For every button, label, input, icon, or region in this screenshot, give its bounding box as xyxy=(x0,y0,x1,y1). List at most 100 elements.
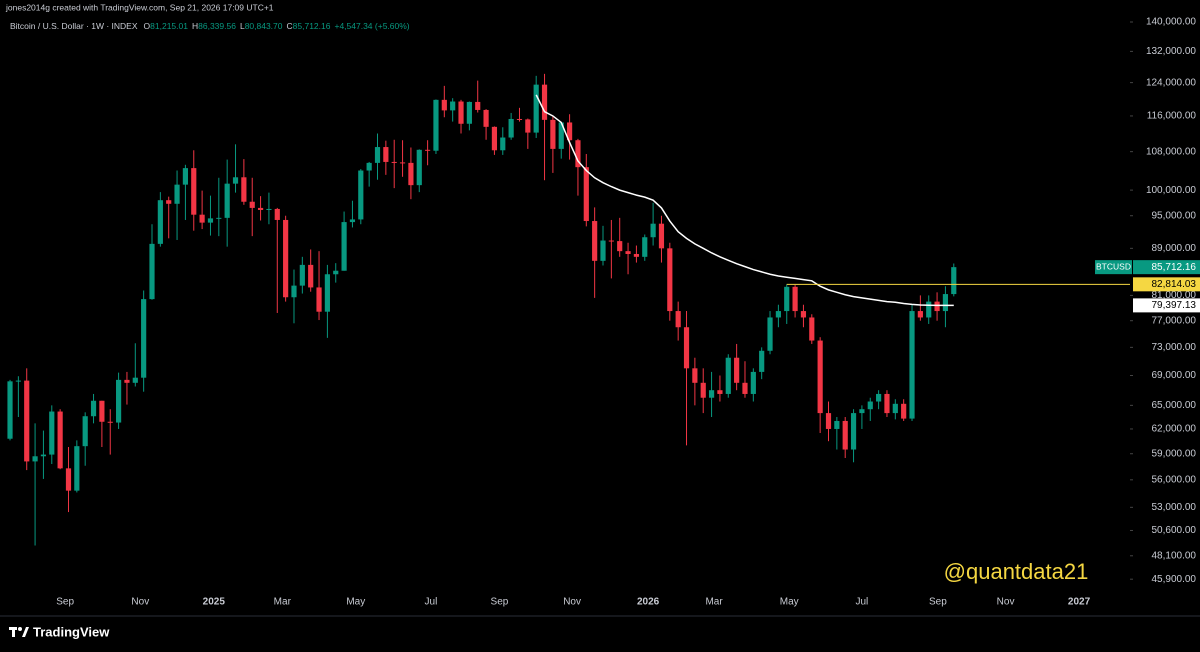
candle-body xyxy=(583,167,589,222)
x-tick-label: 2027 xyxy=(1068,597,1091,608)
candle-body xyxy=(149,243,155,300)
y-tick-label: 56,000.00 xyxy=(1152,474,1197,485)
candle-body xyxy=(266,208,272,210)
symbol-tag xyxy=(1095,260,1132,275)
candle-body xyxy=(667,248,673,312)
logo-shape xyxy=(18,627,22,631)
moving-average xyxy=(535,94,954,307)
candle-body xyxy=(625,251,631,254)
candle-body xyxy=(49,411,55,455)
y-tick-label: 62,000.00 xyxy=(1152,424,1197,435)
candle-body xyxy=(483,109,489,127)
candle-body xyxy=(132,377,138,383)
candle-body xyxy=(608,240,614,242)
brand: TradingView xyxy=(33,624,110,639)
candle-body xyxy=(366,162,372,171)
watermark: @quantdata21 xyxy=(944,559,1089,584)
x-tick-label: May xyxy=(780,597,799,608)
candle-body xyxy=(399,162,406,164)
candle-body xyxy=(825,413,832,429)
candle-body xyxy=(116,379,122,423)
y-tick-label: 59,000.00 xyxy=(1152,448,1197,459)
legend-value: 81,215.01 xyxy=(150,21,188,31)
candle-body xyxy=(99,400,105,422)
candle-body xyxy=(141,299,147,378)
y-tick-label: 89,000.00 xyxy=(1152,243,1197,254)
candle-body xyxy=(759,350,765,372)
footer xyxy=(0,616,1200,652)
candle-body xyxy=(207,218,214,223)
candle-body xyxy=(775,311,781,318)
x-tick-label: May xyxy=(346,597,365,608)
candle-body xyxy=(374,147,381,163)
logo-shape xyxy=(12,627,15,637)
legend-key: H xyxy=(192,21,198,31)
candle-body xyxy=(458,101,464,124)
candle-body xyxy=(333,270,339,275)
candle-body xyxy=(358,170,364,220)
candle-body xyxy=(475,101,481,110)
candle-body xyxy=(541,84,548,120)
candle-body xyxy=(433,99,439,151)
candle-body xyxy=(516,118,523,120)
y-tick-label: 73,000.00 xyxy=(1152,342,1197,353)
candle-body xyxy=(725,357,731,394)
legend: Bitcoin / U.S. Dollar · 1W · INDEX O81,21… xyxy=(10,21,410,31)
candle-body xyxy=(316,287,322,312)
candle-body xyxy=(308,264,314,288)
y-tick-label: 45,900.00 xyxy=(1152,574,1197,585)
candle-body xyxy=(675,311,681,328)
candle-body xyxy=(391,161,397,163)
logo-shape xyxy=(22,627,29,637)
candle-body xyxy=(157,200,163,244)
x-tick-label: Nov xyxy=(563,597,581,608)
candle-body xyxy=(74,446,80,491)
candle-body xyxy=(349,219,356,223)
candle-body xyxy=(700,382,706,398)
candle-body xyxy=(107,421,113,423)
candle-body xyxy=(232,177,239,184)
candle-body xyxy=(600,240,606,261)
y-tick-label: 140,000.00 xyxy=(1146,17,1196,28)
candle-body xyxy=(942,294,949,312)
y-tick-label: 48,100.00 xyxy=(1152,550,1197,561)
candle-body xyxy=(567,122,573,141)
candle-body xyxy=(708,390,715,398)
candle-body xyxy=(40,454,47,457)
candle-body xyxy=(32,456,38,462)
candle-body xyxy=(241,177,247,202)
candle-body xyxy=(299,264,305,286)
ma-tag-label: 79,397.13 xyxy=(1152,300,1197,311)
candle-body xyxy=(867,401,873,410)
candle-body xyxy=(658,223,665,249)
credit: jones2014g created with TradingView.com,… xyxy=(5,2,274,12)
candle-body xyxy=(82,416,88,447)
candle-body xyxy=(951,267,957,295)
candle-body xyxy=(767,317,773,351)
candle-body xyxy=(717,390,723,394)
candle-body xyxy=(792,286,798,312)
candle-body xyxy=(450,101,456,111)
candle-body xyxy=(817,340,823,414)
level-tag-label: 82,814.03 xyxy=(1152,279,1197,290)
candle-body xyxy=(884,393,890,414)
candle-body xyxy=(425,149,431,151)
y-tick-label: 81,000.00 xyxy=(1152,290,1197,301)
candle-body xyxy=(466,101,472,124)
candle-body xyxy=(892,403,898,414)
legend-value: 85,712.16 xyxy=(293,21,331,31)
candle-body xyxy=(934,301,940,312)
candle-body xyxy=(57,411,63,469)
candle-body xyxy=(876,393,882,402)
candle-body xyxy=(508,118,514,138)
x-tick-label: Nov xyxy=(131,597,149,608)
legend-value: 86,339.56 xyxy=(198,21,236,31)
candle-body xyxy=(633,253,639,257)
y-tick-label: 124,000.00 xyxy=(1146,77,1196,88)
candle-body xyxy=(784,286,790,312)
candle-body xyxy=(441,99,447,111)
candle-body xyxy=(174,184,180,204)
candle-body xyxy=(800,311,807,318)
candle-body xyxy=(491,126,498,151)
